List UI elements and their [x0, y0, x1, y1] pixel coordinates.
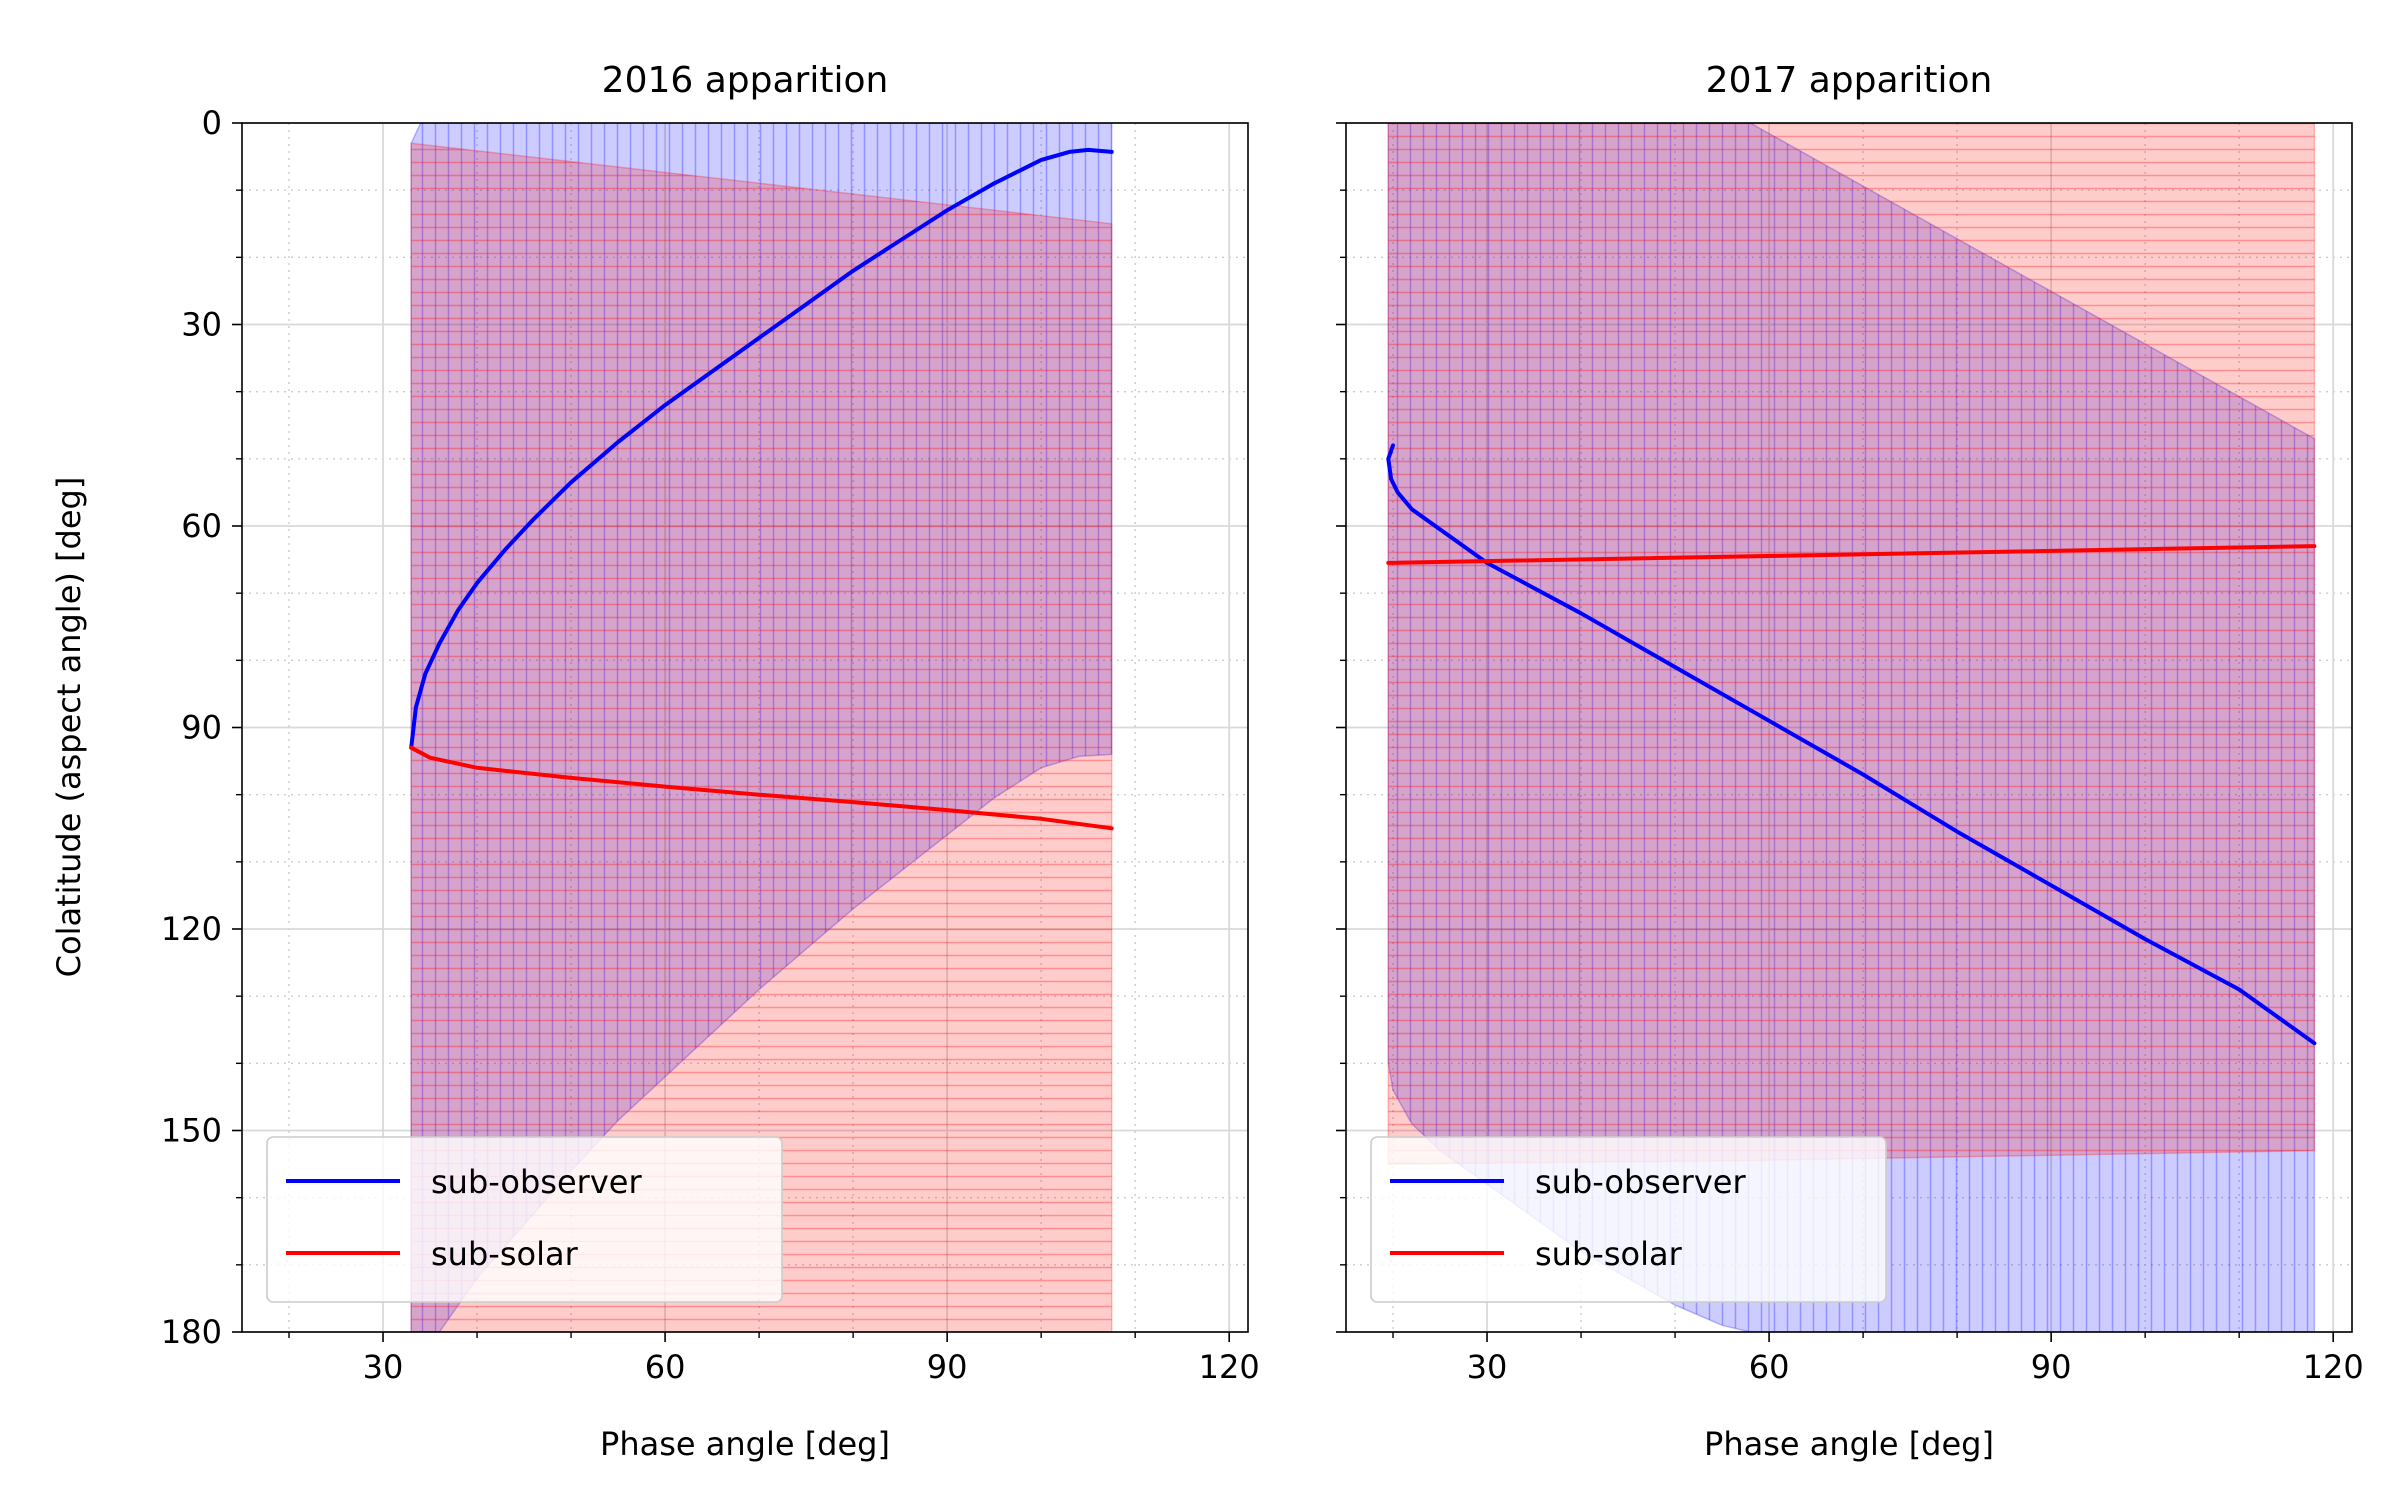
bands	[410, 123, 1113, 1332]
x-tick-label: 120	[1199, 1348, 1260, 1386]
band-hatch-sub-solar	[411, 143, 1112, 1332]
band-hatch-sub-solar	[1388, 123, 2315, 1165]
legend-label-sub-solar: sub-solar	[1535, 1235, 1683, 1273]
y-tick-label: 120	[161, 910, 222, 948]
legend-box	[266, 1136, 783, 1303]
x-tick-label: 60	[1749, 1348, 1790, 1386]
legend-label-sub-solar: sub-solar	[431, 1235, 579, 1273]
y-tick-label: 60	[181, 507, 222, 545]
legend: sub-observer sub-solar	[1370, 1136, 1887, 1303]
x-tick-label: 30	[363, 1348, 404, 1386]
legend-box	[1370, 1136, 1887, 1303]
x-tick-label: 90	[2031, 1348, 2072, 1386]
bands	[1387, 123, 2316, 1332]
x-tick-label: 60	[645, 1348, 686, 1386]
x-tick-label: 90	[927, 1348, 968, 1386]
x-axis-label: Phase angle [deg]	[1704, 1425, 1994, 1463]
x-axis-label: Phase angle [deg]	[600, 1425, 890, 1463]
y-tick-label: 0	[202, 104, 222, 142]
y-axis-label: Colatitude (aspect angle) [deg]	[50, 477, 88, 978]
x-tick-label: 30	[1467, 1348, 1508, 1386]
series-lines	[1386, 443, 2317, 1046]
panel-2016-apparition: 30 60 90 120 0 30 60 90 120 150 180 2016 apparitio…	[50, 60, 1260, 1463]
chart-title: 2016 apparition	[602, 60, 889, 101]
y-tick-label: 180	[161, 1313, 222, 1351]
axis-ticks: 30 60 90 120	[1336, 122, 2364, 1386]
chart-title: 2017 apparition	[1706, 60, 1993, 101]
legend: sub-observer sub-solar	[266, 1136, 783, 1303]
y-tick-label: 90	[181, 709, 222, 747]
axis-ticks: 30 60 90 120 0 30 60 90 120 150 180	[161, 104, 1260, 1386]
series-line-sub-observer	[1386, 443, 2317, 1046]
series-line-sub-solar	[1386, 544, 2317, 565]
legend-label-sub-observer: sub-observer	[431, 1163, 642, 1201]
series-lines	[409, 147, 1114, 831]
panel-2017-apparition: 30 60 90 120 2017 apparition Phase angle [d…	[1336, 60, 2364, 1463]
series-line-sub-solar	[409, 745, 1114, 831]
y-tick-label: 150	[161, 1112, 222, 1150]
x-tick-label: 120	[2303, 1348, 2364, 1386]
legend-label-sub-observer: sub-observer	[1535, 1163, 1746, 1201]
series-line-sub-observer	[409, 147, 1114, 750]
y-tick-label: 30	[181, 306, 222, 344]
